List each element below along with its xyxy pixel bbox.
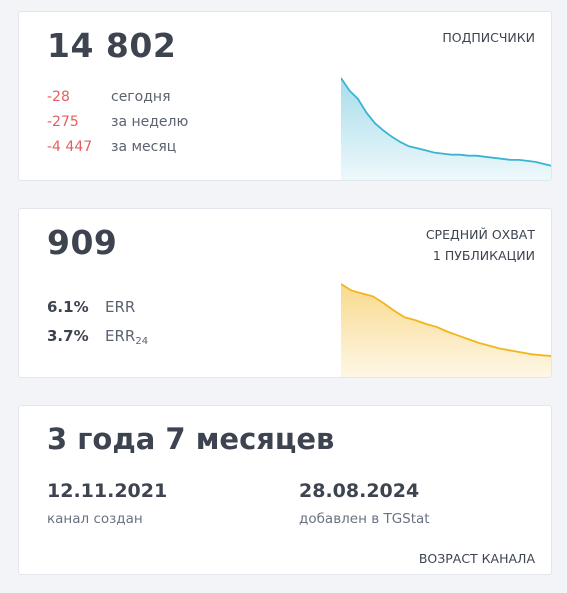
subscribers-count: 14 802 (47, 26, 177, 65)
stat-week-value: -275 (47, 114, 79, 130)
channel-age-title: 3 года 7 месяцев (47, 422, 335, 456)
reach-count: 909 (47, 223, 118, 262)
subscribers-label: ПОДПИСЧИКИ (442, 30, 535, 45)
added-label: добавлен в TGStat (299, 511, 430, 527)
sparkline-line (341, 77, 551, 167)
reach-label: СРЕДНИЙ ОХВАТ 1 ПУБЛИКАЦИИ (426, 224, 535, 266)
reach-label-line1: СРЕДНИЙ ОХВАТ (425, 227, 535, 242)
sparkline-area (341, 284, 551, 377)
channel-age-card[interactable]: 3 года 7 месяцев 12.11.2021 канал создан… (18, 405, 552, 575)
channel-age-label: ВОЗРАСТ КАНАЛА (418, 551, 535, 566)
stat-month-label: за месяц (111, 139, 177, 155)
subscribers-sparkline (341, 77, 551, 180)
created-date: 12.11.2021 (47, 480, 168, 502)
reach-card[interactable]: 909 СРЕДНИЙ ОХВАТ 1 ПУБЛИКАЦИИ 6.1% ERR … (18, 208, 552, 378)
err24-row: 3.7% ERR24 (47, 326, 148, 352)
stat-week: -275 за неделю (47, 112, 188, 132)
added-block: 28.08.2024 добавлен в TGStat (299, 480, 430, 527)
created-block: 12.11.2021 канал создан (47, 480, 167, 527)
err24-value: 3.7% (47, 327, 89, 345)
stat-today-label: сегодня (111, 89, 171, 105)
reach-label-line2: 1 ПУБЛИКАЦИИ (432, 248, 535, 263)
err-row: 6.1% ERR (47, 297, 135, 317)
stat-month: -4 447 за месяц (47, 137, 176, 157)
err-label: ERR (105, 298, 136, 316)
stat-today-value: -28 (47, 89, 70, 105)
err-value: 6.1% (47, 298, 89, 316)
stat-today: -28 сегодня (47, 87, 171, 107)
added-date: 28.08.2024 (299, 480, 420, 502)
sparkline-area (341, 78, 551, 180)
stat-week-label: за неделю (111, 114, 189, 130)
err24-label-text: ERR (105, 327, 136, 345)
subscribers-card[interactable]: 14 802 ПОДПИСЧИКИ -28 сегодня -275 за не… (18, 11, 552, 181)
reach-sparkline (341, 283, 551, 377)
sparkline-line (341, 283, 551, 357)
err24-label: ERR24 (105, 326, 148, 352)
stat-month-value: -4 447 (47, 139, 93, 155)
err24-subscript: 24 (135, 336, 149, 347)
created-label: канал создан (47, 511, 143, 527)
